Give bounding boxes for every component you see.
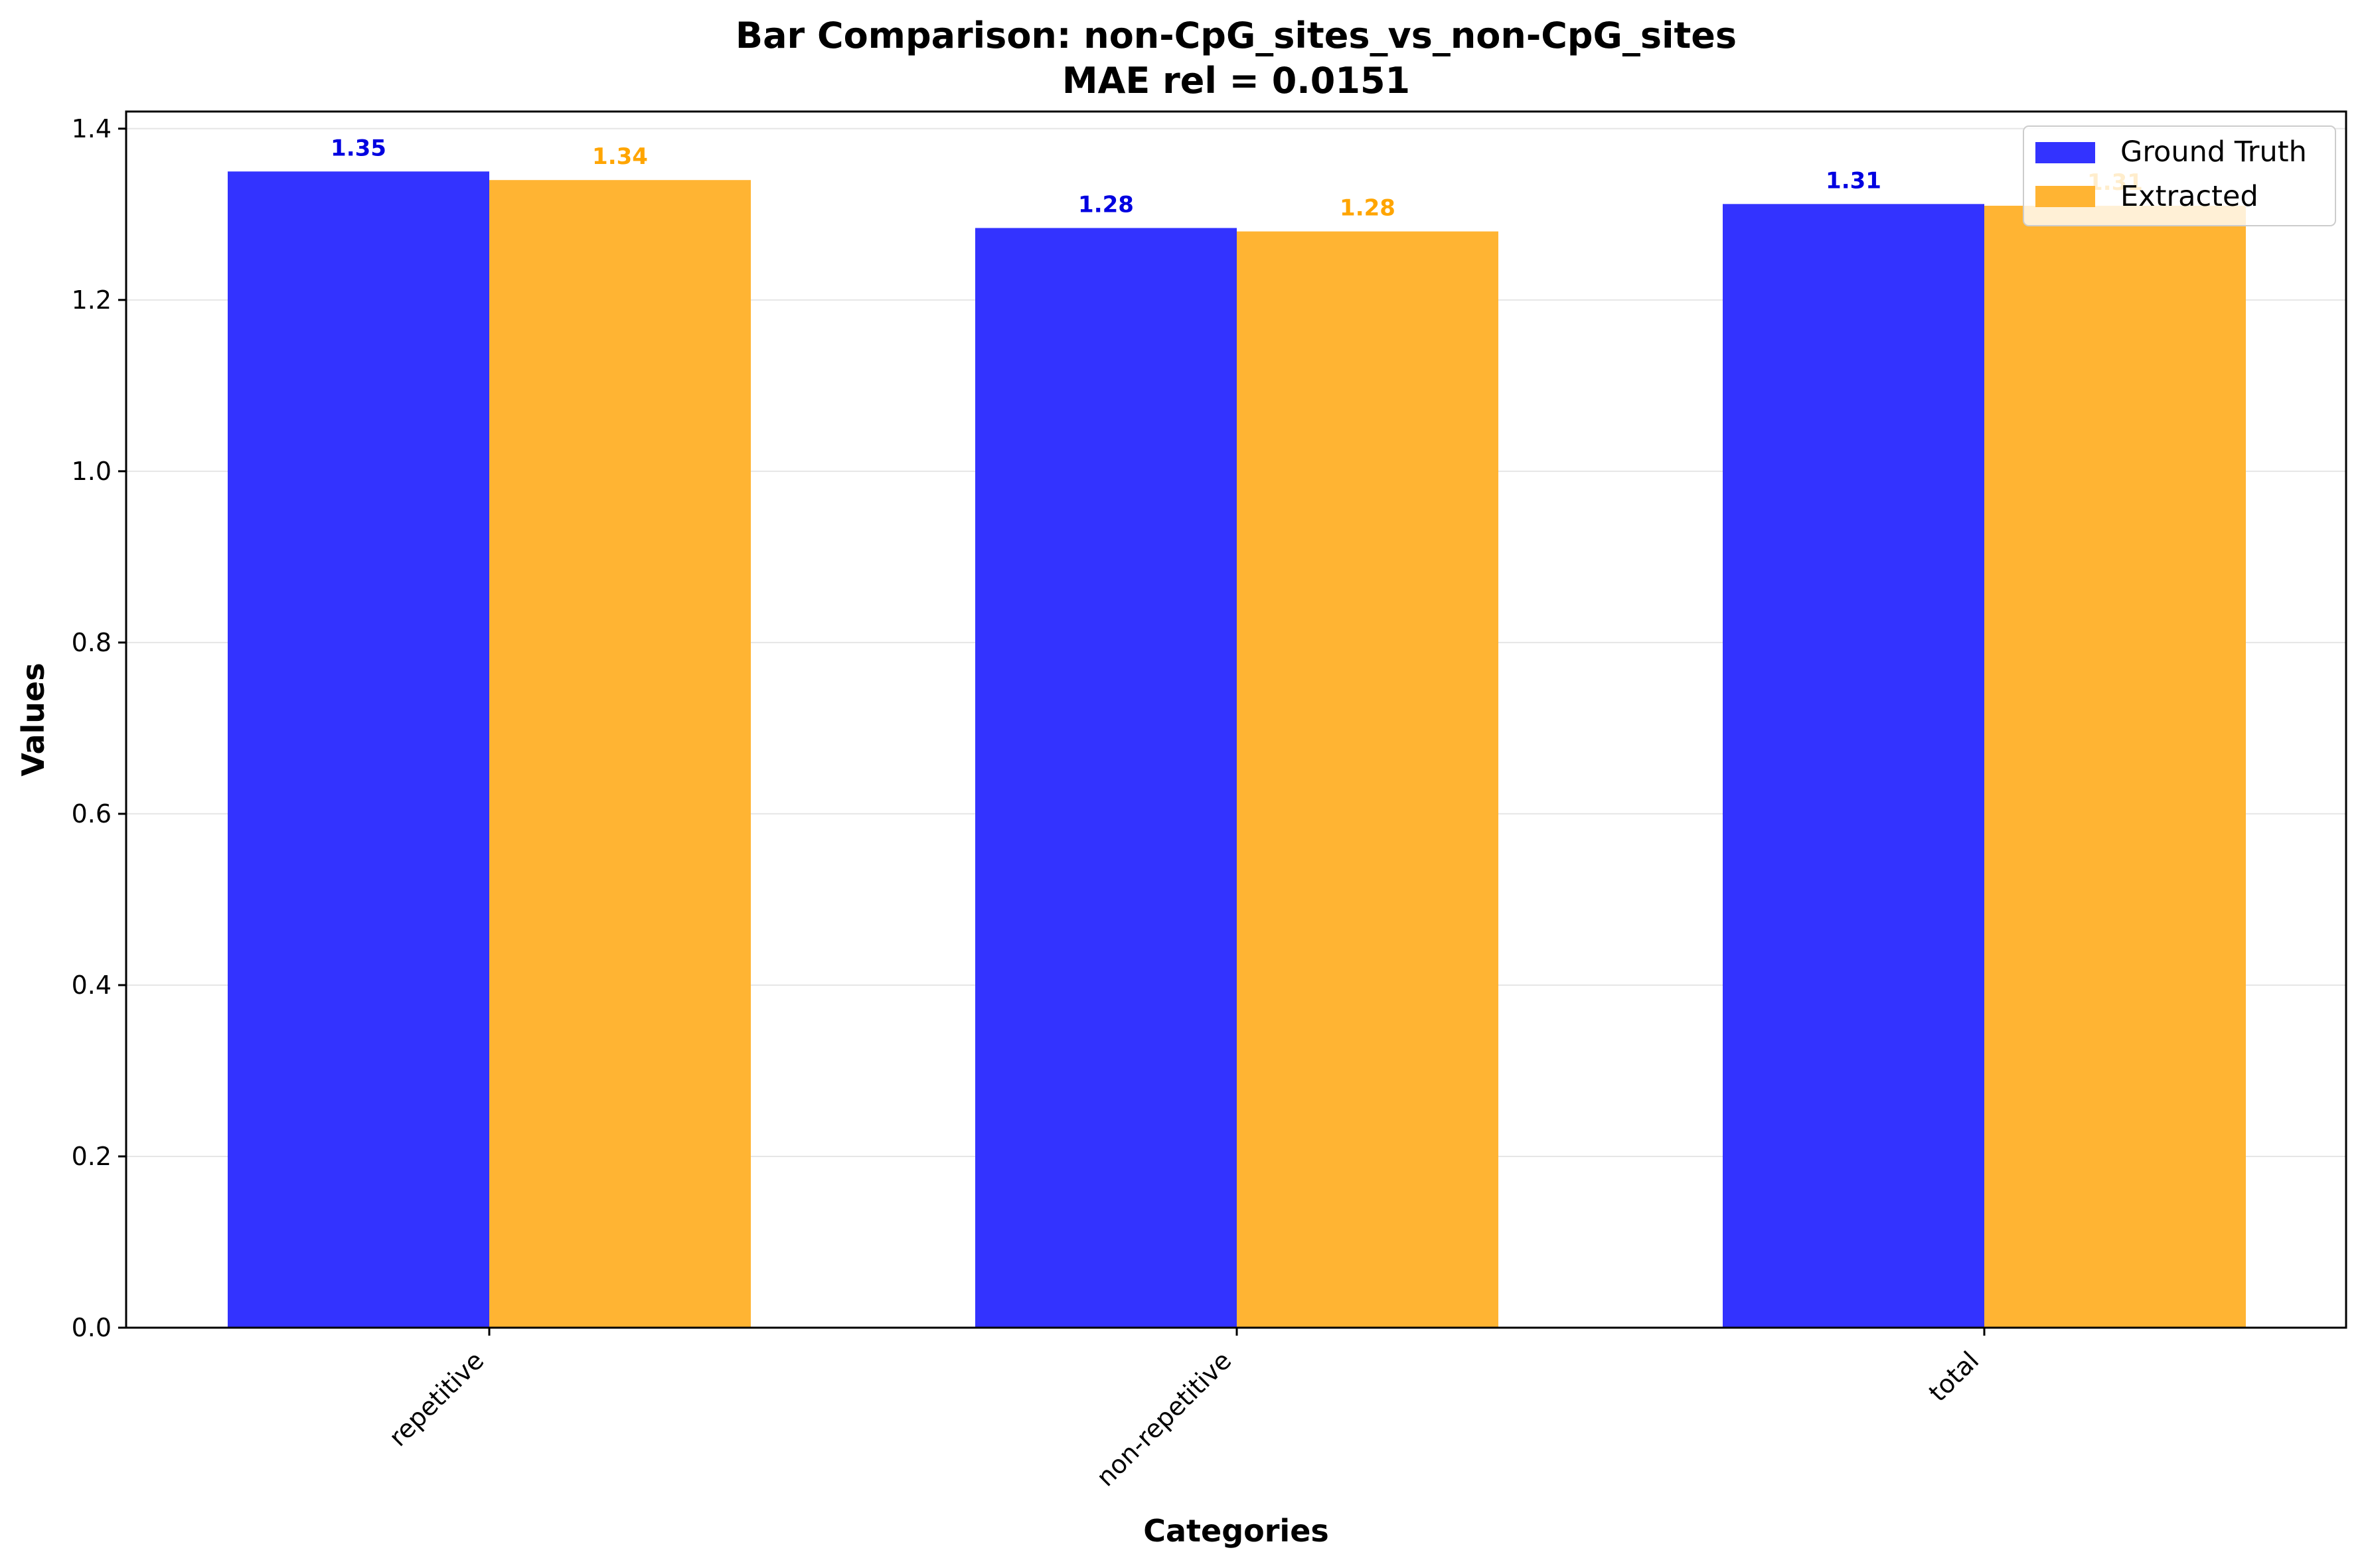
y-tick-label: 1.4: [72, 114, 112, 143]
y-tick-label: 0.4: [72, 971, 112, 1000]
legend-swatch-extracted: [2035, 186, 2095, 207]
bar-value-label-extracted: 1.28: [1340, 195, 1395, 222]
bar-extracted: [1237, 231, 1498, 1328]
legend-label-extracted: Extracted: [2120, 180, 2258, 213]
legend-box: [2023, 125, 2336, 226]
legend: Ground Truth Extracted: [2023, 125, 2336, 226]
bar-ground-truth: [228, 171, 489, 1328]
bar-ground-truth: [975, 228, 1237, 1328]
y-tick-label: 0.2: [72, 1142, 112, 1171]
bar-value-label-ground-truth: 1.28: [1078, 191, 1134, 218]
x-tick-label: non-repetitive: [1091, 1346, 1237, 1492]
bars-layer: [228, 171, 2246, 1328]
x-tick-label: repetitive: [383, 1346, 489, 1452]
y-tick-label: 0.0: [72, 1313, 112, 1342]
y-tick-label: 1.0: [72, 457, 112, 486]
x-tick-label: total: [1923, 1346, 1985, 1407]
bar-value-label-extracted: 1.34: [592, 143, 648, 170]
bar-extracted: [489, 180, 751, 1328]
bar-value-label-ground-truth: 1.35: [331, 135, 386, 161]
bar-extracted: [1984, 205, 2246, 1328]
bar-value-label-ground-truth: 1.31: [1826, 167, 1881, 194]
legend-swatch-ground-truth: [2035, 142, 2095, 163]
y-axis-label: Values: [15, 663, 51, 776]
y-tick-label: 0.8: [72, 628, 112, 657]
y-tick-label: 1.2: [72, 285, 112, 315]
x-axis-label: Categories: [1143, 1513, 1329, 1549]
y-tick-label: 0.6: [72, 799, 112, 828]
bar-ground-truth: [1723, 204, 1984, 1328]
chart-title: Bar Comparison: non-CpG_sites_vs_non-CpG…: [736, 15, 1737, 56]
legend-label-ground-truth: Ground Truth: [2120, 135, 2307, 169]
chart-subtitle: MAE rel = 0.0151: [1062, 60, 1410, 102]
